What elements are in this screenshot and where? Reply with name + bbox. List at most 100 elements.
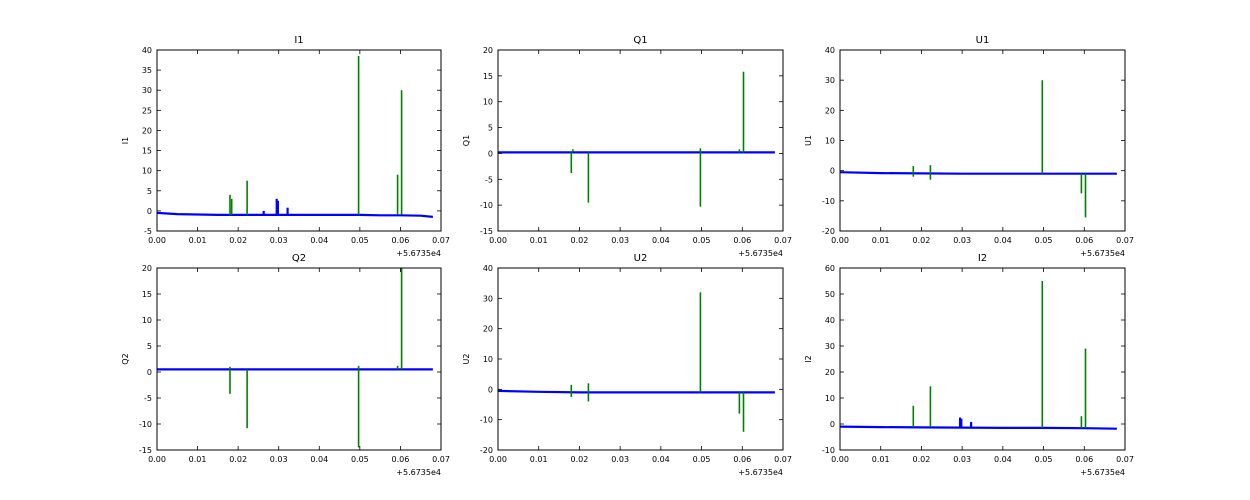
series-blue-segment-0 <box>840 425 1117 430</box>
y-tick-label: 0 <box>488 149 493 158</box>
y-axis-label: U1 <box>804 135 813 146</box>
y-tick-label: 20 <box>825 106 835 115</box>
subplot-title: I1 <box>294 35 303 46</box>
x-tick-label: 0.02 <box>913 455 931 464</box>
x-tick-label: 0.01 <box>872 455 890 464</box>
series-blue-segment-0 <box>157 211 434 218</box>
x-tick-label: 0.07 <box>1116 236 1134 245</box>
y-tick-label: 30 <box>825 76 835 85</box>
y-tick-label: 0 <box>830 167 835 176</box>
y-tick-label: 15 <box>142 147 152 156</box>
y-tick-label: -20 <box>480 446 493 455</box>
y-tick-label: -10 <box>139 420 152 429</box>
y-tick-label: -5 <box>144 227 152 236</box>
x-tick-label: 0.07 <box>432 236 450 245</box>
y-tick-label: -20 <box>822 227 835 236</box>
y-tick-label: 40 <box>825 316 835 325</box>
x-tick-label: 0.01 <box>189 236 207 245</box>
x-tick-label: 0.03 <box>953 236 971 245</box>
y-tick-label: 30 <box>483 294 493 303</box>
y-axis-label: I1 <box>121 137 130 144</box>
y-tick-label: 10 <box>825 137 835 146</box>
x-tick-label: 0.00 <box>489 236 507 245</box>
axes-background <box>157 268 441 450</box>
y-tick-label: 20 <box>483 325 493 334</box>
y-tick-label: 25 <box>142 106 152 115</box>
axes-frame <box>839 267 1126 451</box>
x-tick-label: 0.05 <box>693 455 711 464</box>
x-tick-label: 0.00 <box>831 455 849 464</box>
plot-area <box>498 292 775 432</box>
x-tick-label: 0.00 <box>489 455 507 464</box>
x-tick-label: 0.00 <box>148 455 166 464</box>
x-offset-label: +5.6735e4 <box>396 249 441 258</box>
x-tick-label: 0.05 <box>1035 455 1053 464</box>
x-tick-label: 0.03 <box>953 455 971 464</box>
y-tick-label: -10 <box>822 446 835 455</box>
y-tick-label: 40 <box>142 46 152 55</box>
axes-background <box>840 268 1125 450</box>
y-tick-label: 5 <box>488 124 493 133</box>
y-tick-label: -10 <box>480 201 493 210</box>
x-tick-label: 0.01 <box>530 455 548 464</box>
y-axis-label: Q1 <box>462 135 471 146</box>
y-tick-label: 0 <box>488 385 493 394</box>
x-tick-label: 0.02 <box>571 236 589 245</box>
x-tick-label: 0.05 <box>693 236 711 245</box>
x-offset-label: +5.6735e4 <box>396 468 441 477</box>
plot-area <box>840 281 1117 430</box>
plot-area <box>498 71 775 207</box>
x-tick-label: 0.01 <box>872 236 890 245</box>
y-tick-label: -10 <box>480 416 493 425</box>
x-tick-label: 0.04 <box>652 236 670 245</box>
plot-area <box>157 268 433 448</box>
y-axis-label: I2 <box>804 355 813 362</box>
x-tick-label: 0.02 <box>571 455 589 464</box>
subplot-title: U1 <box>976 35 990 46</box>
y-tick-label: 30 <box>142 86 152 95</box>
x-tick-label: 0.07 <box>1116 455 1134 464</box>
axes-background <box>157 50 441 231</box>
x-tick-label: 0.07 <box>774 455 792 464</box>
y-tick-label: -5 <box>144 394 152 403</box>
x-offset-label: +5.6735e4 <box>738 249 783 258</box>
y-tick-label: -15 <box>480 227 493 236</box>
y-tick-label: 5 <box>147 187 152 196</box>
y-tick-label: -15 <box>139 446 152 455</box>
y-tick-label: 40 <box>825 46 835 55</box>
y-tick-label: 10 <box>142 316 152 325</box>
y-tick-label: 60 <box>825 264 835 273</box>
x-offset-label: +5.6735e4 <box>1080 468 1125 477</box>
x-tick-label: 0.04 <box>652 455 670 464</box>
x-tick-label: 0.03 <box>611 455 629 464</box>
x-tick-label: 0.06 <box>1075 455 1093 464</box>
y-axis-label: U2 <box>462 354 471 365</box>
x-tick-label: 0.03 <box>611 236 629 245</box>
x-tick-label: 0.02 <box>229 455 247 464</box>
subplot-q1: 0.00 0.01 0.02 0.03 0.04 0.05 0.06 0.07 -15 -10 -5… <box>462 35 792 258</box>
series-blue-segment-0 <box>840 171 1117 175</box>
x-offset-label: +5.6735e4 <box>738 468 783 477</box>
axes-background <box>498 50 783 231</box>
x-tick-label: 0.06 <box>733 236 751 245</box>
series-blue-segment-0 <box>498 389 775 394</box>
x-tick-label: 0.06 <box>733 455 751 464</box>
y-tick-label: 10 <box>825 394 835 403</box>
y-tick-label: -5 <box>485 175 493 184</box>
x-tick-label: 0.03 <box>270 236 288 245</box>
x-tick-label: 0.04 <box>994 236 1012 245</box>
x-tick-label: 0.01 <box>530 236 548 245</box>
x-tick-label: 0.04 <box>994 455 1012 464</box>
x-tick-label: 0.00 <box>148 236 166 245</box>
y-tick-label: 20 <box>142 264 152 273</box>
x-tick-label: 0.01 <box>189 455 207 464</box>
subplot-title: U2 <box>634 253 648 264</box>
y-tick-label: 20 <box>142 126 152 135</box>
subplot-title: Q2 <box>292 253 306 264</box>
y-tick-label: 0 <box>830 420 835 429</box>
plot-area <box>157 56 434 218</box>
x-tick-label: 0.05 <box>351 236 369 245</box>
subplot-i1: 0.00 0.01 0.02 0.03 0.04 0.05 0.06 0.07 -5 0 5 10 15… <box>121 35 450 258</box>
subplot-q2: 0.00 0.01 0.02 0.03 0.04 0.05 0.06 0.07 -15 -10 -5… <box>121 253 450 477</box>
